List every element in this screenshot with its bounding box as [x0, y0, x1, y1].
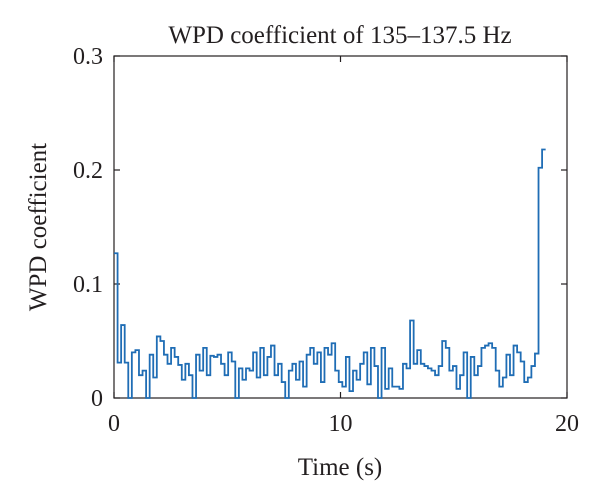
plot-frame: [113, 55, 568, 399]
y-tick-label: 0.1: [73, 272, 103, 298]
x-tick-label: 10: [329, 411, 353, 437]
y-tick-label: 0.3: [73, 44, 103, 70]
x-tick-label: 20: [555, 411, 579, 437]
chart-title: WPD coefficient of 135–137.5 Hz: [168, 22, 511, 49]
y-tick-label: 0.2: [73, 158, 103, 184]
x-axis-label: Time (s): [298, 454, 383, 481]
series-line: [114, 148, 546, 399]
y-tick-label: 0: [91, 386, 103, 412]
axis-tick-labels: 0 10 20 0 0.1 0.2 0.3: [73, 44, 579, 437]
y-axis-label: WPD coefficient: [25, 143, 52, 311]
x-tick-label: 0: [108, 411, 120, 437]
axis-ticks: [113, 55, 568, 399]
